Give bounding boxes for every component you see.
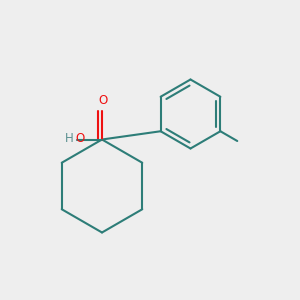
Text: O: O — [98, 94, 107, 107]
Text: O: O — [75, 131, 85, 145]
Text: H: H — [65, 131, 74, 145]
